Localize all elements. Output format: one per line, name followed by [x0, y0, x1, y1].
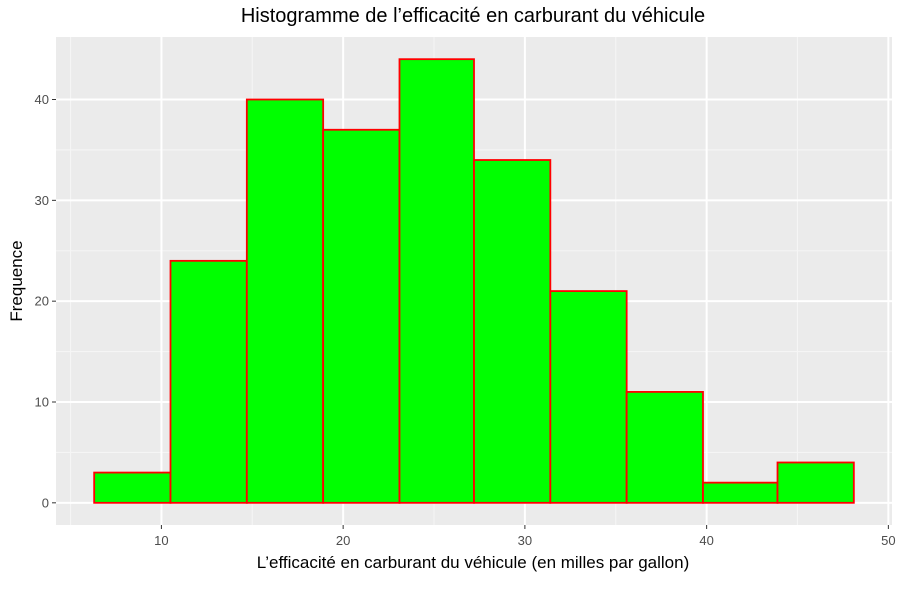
y-tick-label: 0 [42, 495, 49, 510]
x-tick-label: 10 [154, 533, 168, 548]
histogram-bars [93, 58, 855, 504]
histogram-bar [702, 481, 779, 504]
x-tick-label: 40 [699, 533, 713, 548]
x-axis: 10 20 30 40 50 [154, 525, 896, 548]
y-axis-title: Frequence [7, 240, 26, 321]
x-tick-label: 50 [881, 533, 895, 548]
x-tick-label: 30 [518, 533, 532, 548]
histogram-bar [93, 471, 172, 504]
y-tick-label: 40 [35, 92, 49, 107]
histogram-bar [245, 98, 325, 504]
histogram-bar [398, 58, 475, 504]
y-tick-label: 30 [35, 193, 49, 208]
chart-title: Histogramme de l’efficacité en carburant… [240, 5, 706, 27]
y-tick-label: 20 [35, 294, 49, 309]
x-axis-title: L’efficacité en carburant du véhicule (e… [257, 553, 690, 572]
histogram-bar [549, 290, 628, 504]
histogram-bar [473, 159, 552, 504]
histogram-bar [322, 128, 401, 504]
y-tick-label: 10 [35, 394, 49, 409]
histogram-bar [625, 391, 704, 504]
histogram-bar [776, 461, 855, 504]
y-axis: 0 10 20 30 40 [35, 92, 56, 510]
histogram-bar [169, 259, 248, 504]
x-tick-label: 20 [336, 533, 350, 548]
